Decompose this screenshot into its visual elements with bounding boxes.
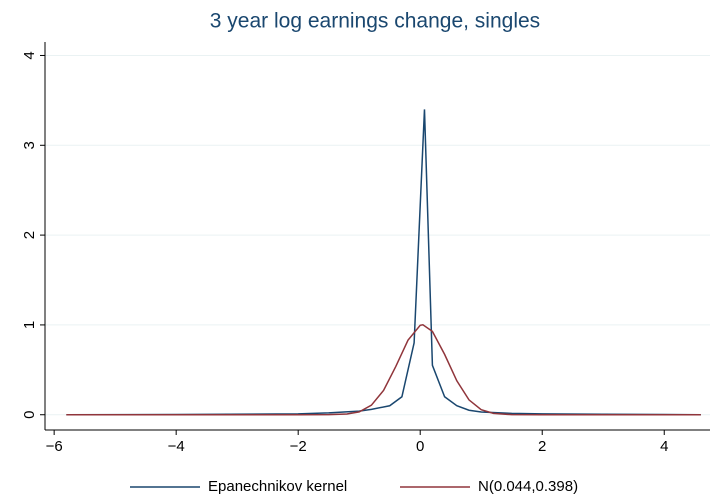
- y-tick-label: 4: [21, 51, 38, 59]
- x-tick-label: 0: [416, 438, 424, 455]
- x-tick-label: −2: [290, 438, 307, 455]
- series-line: [66, 109, 701, 416]
- y-tick-label: 1: [21, 321, 38, 329]
- legend-label: N(0.044,0.398): [478, 478, 578, 495]
- x-tick-label: −4: [168, 438, 185, 455]
- x-tick-label: 2: [538, 438, 546, 455]
- y-tick-label: 0: [21, 411, 38, 419]
- y-tick-label: 2: [21, 231, 38, 239]
- legend-label: Epanechnikov kernel: [208, 478, 347, 495]
- x-tick-label: 4: [660, 438, 668, 455]
- x-tick-label: −6: [46, 438, 63, 455]
- y-tick-label: 3: [21, 141, 38, 149]
- series-line: [66, 323, 701, 416]
- chart-title: 3 year log earnings change, singles: [210, 10, 540, 33]
